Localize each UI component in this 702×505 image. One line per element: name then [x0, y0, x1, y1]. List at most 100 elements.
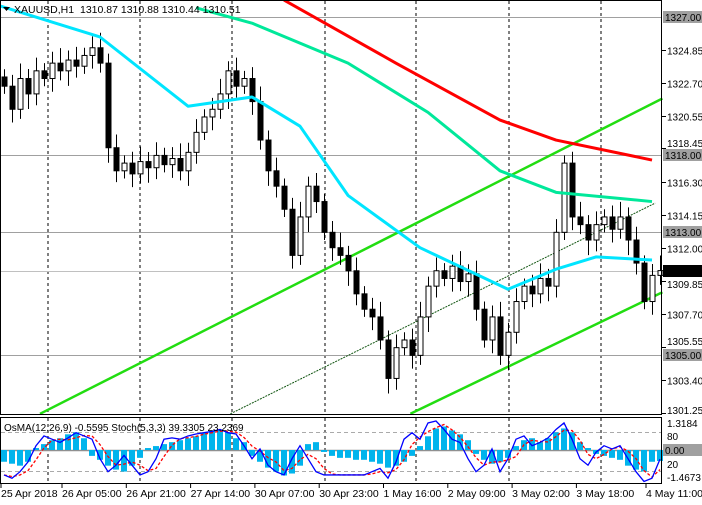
osma-bar: [481, 450, 487, 460]
price-tick-label: 1301.25: [667, 406, 702, 417]
osma-bar: [649, 450, 655, 462]
osma-bar: [489, 450, 495, 464]
level-price-label: 1318.00: [665, 151, 702, 162]
osma-bar: [401, 450, 407, 462]
candle: [561, 155, 568, 241]
candle-body: [113, 147, 120, 172]
candle-body: [601, 216, 608, 226]
candle-body: [129, 162, 136, 175]
level-price-label: 1327.00: [665, 13, 702, 24]
current-price-label: 1310.51: [665, 267, 702, 278]
candle: [177, 143, 184, 181]
osma-bar: [449, 430, 455, 450]
candle: [265, 130, 272, 186]
candle: [49, 51, 56, 92]
osma-bar: [257, 450, 263, 462]
candle-body: [433, 270, 440, 287]
candle-body: [649, 274, 656, 303]
candle: [489, 305, 496, 354]
candle: [417, 301, 424, 365]
moving-average-line: [195, 6, 653, 204]
candle: [9, 74, 16, 123]
candle-body: [169, 157, 176, 166]
trendline[interactable]: [230, 202, 656, 415]
candle: [201, 109, 208, 141]
osma-bar: [217, 430, 223, 450]
candle-body: [593, 224, 600, 241]
candle: [657, 255, 664, 285]
osma-bar: [89, 450, 95, 456]
candle-body: [17, 78, 24, 110]
time-gridlines: [47, 1, 602, 483]
candle: [65, 50, 72, 86]
candle-body: [177, 157, 184, 172]
osma-bar: [529, 438, 535, 450]
candle: [1, 69, 8, 94]
candle-body: [489, 316, 496, 341]
time-axis[interactable]: 25 Apr 2018 26 Apr 05:00 26 Apr 21:00 27 Ap…: [0, 484, 702, 500]
candle: [481, 301, 488, 348]
candle-body: [233, 70, 240, 87]
candle-body: [577, 216, 584, 226]
price-tick-label: 1318.45: [667, 139, 702, 150]
osma-bar: [641, 450, 647, 472]
stoch-main-line: [3, 420, 661, 483]
candle-body: [465, 273, 472, 283]
candle-body: [385, 339, 392, 379]
candle-body: [57, 62, 64, 72]
candle-body: [657, 270, 664, 276]
candle-body: [553, 231, 560, 287]
moving-average-line: [0, 4, 653, 291]
osma-bar: [513, 446, 519, 450]
osma-bar: [113, 450, 119, 470]
candle-body: [257, 101, 264, 141]
candle-body: [505, 331, 512, 356]
price-tick-label: 1305.55: [667, 337, 702, 348]
candle-body: [513, 301, 520, 333]
osma-bar: [505, 450, 511, 458]
candle-body: [393, 347, 400, 379]
candle-body: [265, 139, 272, 172]
moving-averages: [0, 0, 653, 291]
time-label: 30 Apr 07:00: [255, 488, 315, 500]
trendline[interactable]: [409, 291, 663, 415]
candle-body: [641, 262, 648, 303]
osma-bar: [145, 448, 151, 450]
price-axis[interactable]: 1324.85 1322.70 1320.55 1318.45 1316.30 1314.…: [662, 11, 702, 484]
candle: [241, 70, 248, 94]
candle-body: [41, 70, 48, 80]
candle: [369, 297, 376, 331]
osma-bar: [209, 430, 215, 450]
osma-tick-label: 1.3184: [667, 419, 698, 430]
osma-bar: [369, 450, 375, 462]
osma-bar: [25, 450, 31, 462]
osma-bar: [569, 432, 575, 450]
candle-body: [545, 277, 552, 287]
candle: [321, 193, 328, 241]
osma-bar: [201, 432, 207, 450]
candle-body: [297, 216, 304, 256]
candle-body: [225, 70, 232, 95]
candle: [633, 226, 640, 275]
candle: [545, 268, 552, 302]
candle: [153, 142, 160, 180]
dropdown-triangle-icon[interactable]: [3, 7, 10, 11]
candle-body: [633, 239, 640, 264]
level-price-label-box: [663, 149, 702, 161]
candle: [353, 257, 360, 306]
candle: [609, 205, 616, 243]
time-label: 3 May 18:00: [576, 488, 634, 500]
candle: [425, 276, 432, 332]
symbol-label: XAUUSD,H1: [14, 4, 74, 16]
candle: [393, 334, 400, 390]
osma-bar: [265, 450, 271, 468]
candle: [297, 201, 304, 265]
osma-bar: [281, 450, 287, 476]
candle-body: [561, 162, 568, 233]
osma-bar: [289, 450, 295, 474]
candle-body: [185, 151, 192, 172]
candle-body: [49, 62, 56, 80]
candle: [257, 86, 264, 150]
osma-bar: [1, 450, 7, 462]
